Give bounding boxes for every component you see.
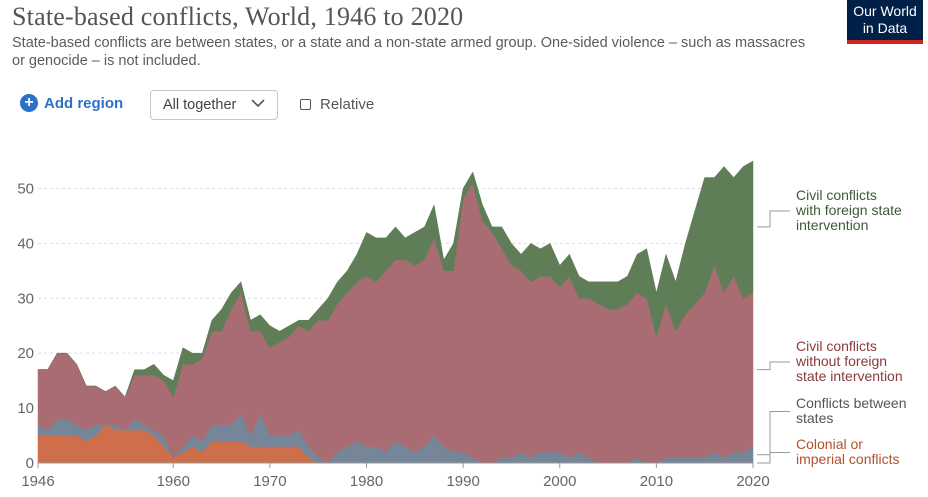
owid-logo[interactable]: Our World in Data bbox=[847, 0, 923, 44]
x-tick-label: 1970 bbox=[253, 473, 286, 490]
y-tick-label: 30 bbox=[17, 290, 34, 307]
chart-title: State-based conflicts, World, 1946 to 20… bbox=[12, 2, 464, 31]
chevron-down-icon bbox=[251, 99, 265, 108]
area-layer bbox=[37, 160, 754, 464]
legend-label: state intervention bbox=[796, 368, 903, 384]
legend-label: without foreign bbox=[795, 353, 887, 369]
legend-label: Civil conflicts bbox=[796, 187, 877, 203]
y-tick-label: 20 bbox=[17, 345, 34, 362]
legend-label: Civil conflicts bbox=[796, 338, 877, 354]
add-region-label: Add region bbox=[44, 94, 124, 112]
axis-layer: 0 10 20 30 40 50 1946 1960 1970 1980 1990 2000 2010 2… bbox=[17, 180, 769, 490]
x-tick-label: 1980 bbox=[350, 473, 383, 490]
x-tick-label: 1990 bbox=[446, 473, 479, 490]
chart-subtitle: State-based conflicts are between states… bbox=[12, 35, 806, 69]
logo-line-1: Our World bbox=[853, 3, 917, 19]
legend-label: states bbox=[796, 410, 833, 426]
stacking-mode-select[interactable]: All together bbox=[150, 90, 278, 120]
y-tick-label: 50 bbox=[17, 180, 34, 197]
y-tick-label: 10 bbox=[17, 400, 34, 417]
legend-label: imperial conflicts bbox=[796, 451, 899, 467]
relative-label: Relative bbox=[320, 96, 375, 113]
legend-connector bbox=[757, 210, 790, 228]
add-region-button[interactable]: + Add region bbox=[20, 94, 123, 112]
relative-checkbox[interactable] bbox=[300, 99, 311, 110]
y-tick-label: 40 bbox=[17, 235, 34, 252]
x-tick-label: 2000 bbox=[543, 473, 576, 490]
plus-circle-icon: + bbox=[20, 94, 38, 112]
stacking-mode-value: All together bbox=[163, 97, 237, 113]
legend-label: Colonial or bbox=[796, 436, 863, 452]
legend-label: Conflicts between bbox=[796, 395, 907, 411]
legend-label: intervention bbox=[796, 217, 868, 233]
area-civil-conflicts-with-foreign-state-intervention bbox=[38, 160, 754, 398]
legend-connector bbox=[757, 361, 790, 371]
logo-line-2: in Data bbox=[862, 20, 908, 36]
area-civil-conflicts-without-foreign-state-intervention bbox=[37, 182, 754, 464]
x-tick-label: 1960 bbox=[157, 473, 190, 490]
legend-connector bbox=[757, 452, 790, 464]
x-tick-label: 2020 bbox=[736, 473, 769, 490]
x-tick-label: 2010 bbox=[640, 473, 673, 490]
legend-connector bbox=[757, 411, 790, 456]
relative-toggle[interactable]: Relative bbox=[300, 96, 374, 113]
legend-label: with foreign state bbox=[795, 202, 902, 218]
y-tick-label: 0 bbox=[26, 455, 34, 472]
x-tick-label: 1946 bbox=[21, 473, 54, 490]
